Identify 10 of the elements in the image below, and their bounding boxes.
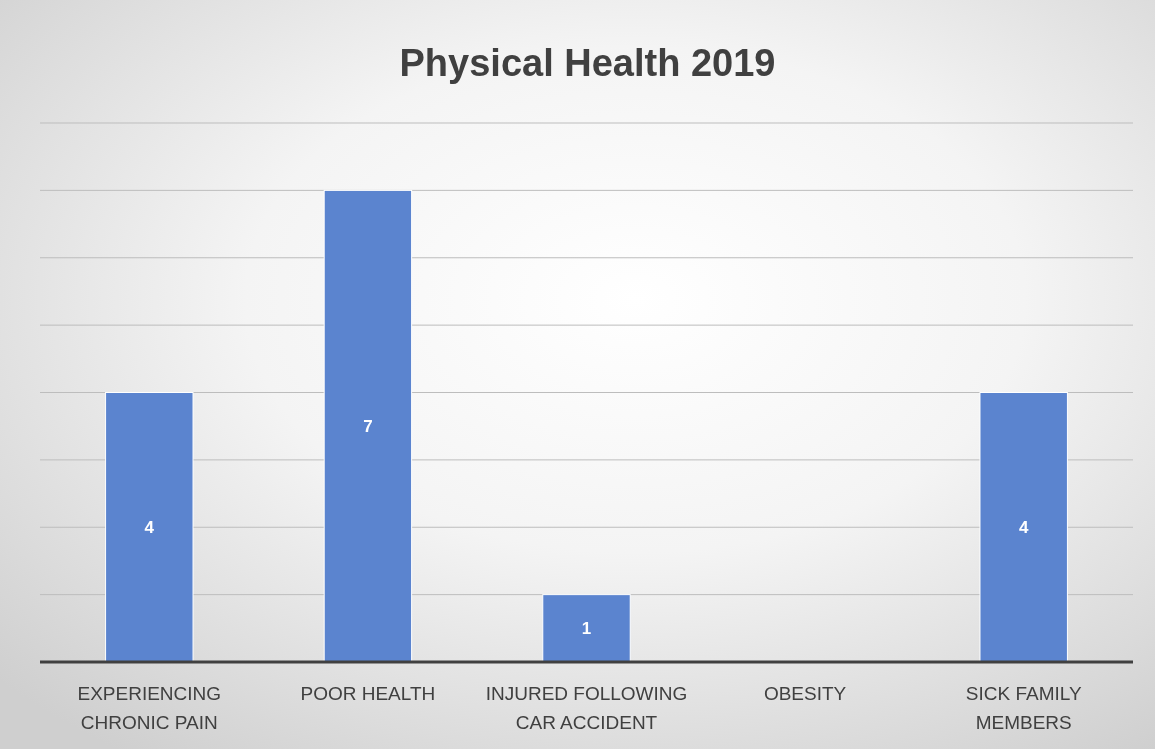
x-tick-label: INJURED FOLLOWING CAR ACCIDENT — [485, 683, 688, 733]
x-tick-label: POOR HEALTH — [300, 683, 436, 704]
data-label: 1 — [581, 619, 592, 639]
x-tick-label: SICK FAMILY MEMBERS — [965, 683, 1082, 733]
data-label: 4 — [144, 518, 155, 538]
x-tick-label: EXPERIENCING CHRONIC PAIN — [77, 683, 222, 733]
data-label: 4 — [1018, 518, 1029, 538]
data-label: 7 — [363, 417, 373, 437]
x-tick-label: OBESITY — [763, 683, 847, 704]
chart-title: Physical Health 2019 — [399, 42, 776, 84]
